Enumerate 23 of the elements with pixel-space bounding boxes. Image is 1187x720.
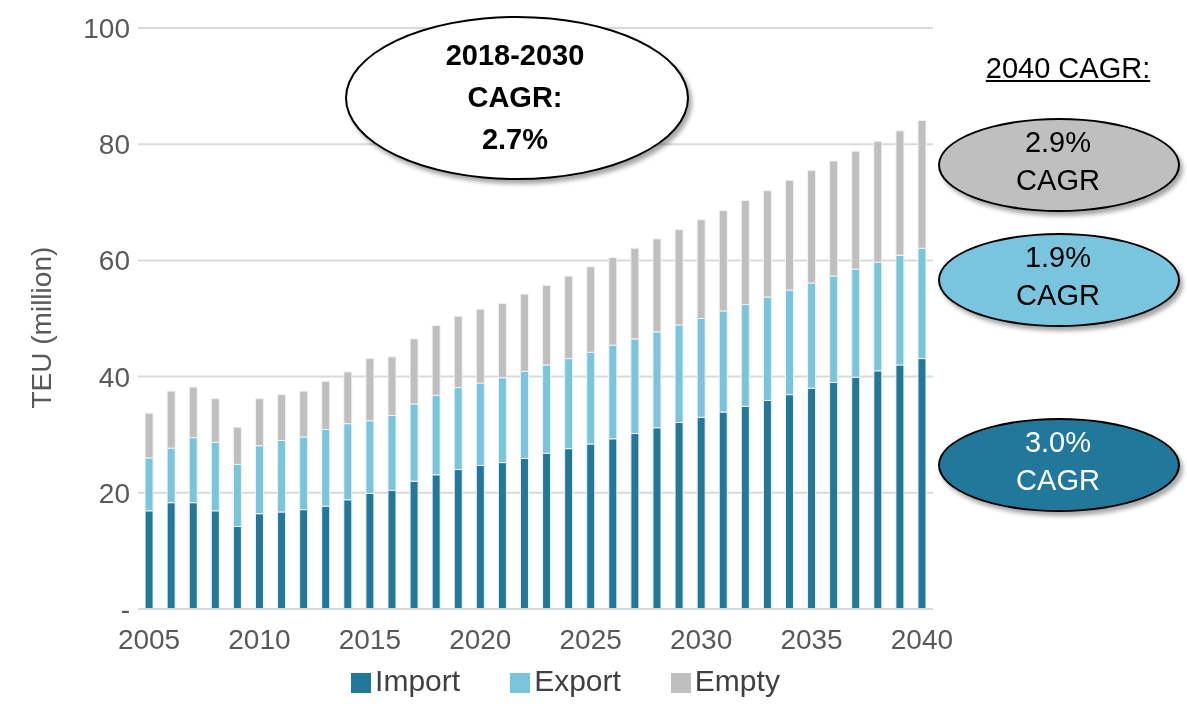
annotation: 2018-2030 CAGR: 2.7%: [445, 38, 585, 157]
text: 2040 CAGR:: [984, 52, 1152, 85]
y-tick-label: -: [120, 593, 130, 625]
x-tick-label: 2025: [559, 623, 622, 655]
text: 3.0% CAGR: [1015, 425, 1101, 498]
x-tick-label: 2040: [890, 623, 954, 655]
x-tick-label: 2010: [228, 623, 291, 655]
x-tick-label: 2015: [338, 623, 402, 655]
y-tick-label: 60: [98, 245, 130, 277]
x-tick-label: 2035: [780, 623, 843, 655]
y-tick-label: 40: [98, 361, 130, 393]
y-tick-label: 20: [98, 477, 130, 509]
x-tick-label: 2005: [117, 623, 181, 655]
legend-label: Empty: [694, 664, 780, 697]
legend-label: Export: [534, 664, 621, 697]
y-tick-label: 80: [98, 129, 130, 161]
y-axis-title: TEU (million): [25, 246, 57, 409]
y-tick-label: 100: [83, 12, 130, 44]
x-tick-label: 2020: [449, 623, 512, 655]
legend-label: Import: [375, 664, 461, 697]
x-tick-label: 2030: [669, 623, 733, 655]
text: 2.9% CAGR: [1015, 125, 1101, 198]
text: 1.9% CAGR: [1015, 240, 1101, 313]
